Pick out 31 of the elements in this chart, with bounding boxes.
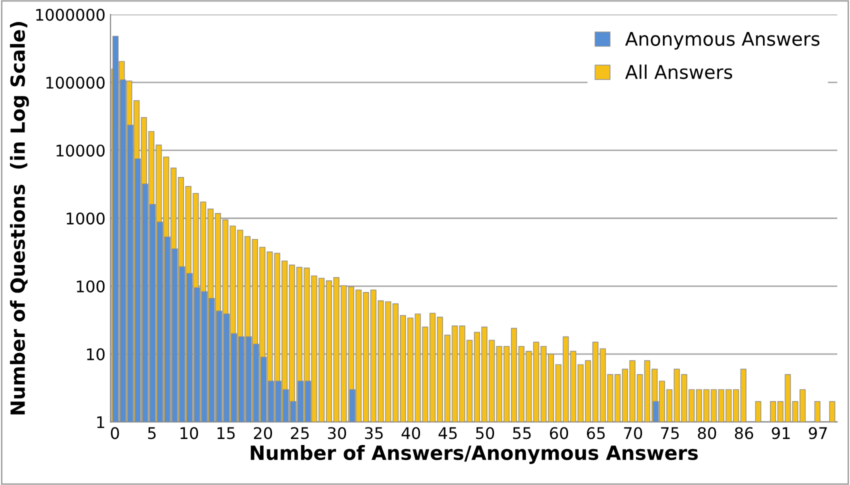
y-tick-label: 1 <box>97 416 104 428</box>
x-tick-label: 30 <box>328 427 346 440</box>
y-tick-label: 100000 <box>46 76 105 89</box>
x-tick-label: 60 <box>550 427 568 440</box>
x-tick-label: 65 <box>586 427 605 440</box>
x-tick-label: 40 <box>402 427 420 440</box>
y-tick-label: 1000000 <box>36 8 105 21</box>
y-axis-title: Number of Questions (in Log Scale) <box>10 22 29 414</box>
x-tick-label: 86 <box>734 427 754 440</box>
x-tick-label: 20 <box>254 427 272 440</box>
x-tick-label: 45 <box>438 427 457 440</box>
x-tick-label: 15 <box>218 427 235 440</box>
x-axis-title: Number of Answers/Anonymous Answers <box>250 445 698 464</box>
y-tick-label: 10000 <box>56 144 105 157</box>
legend-label: Anonymous Answers <box>625 32 820 50</box>
y-tick-label: 10 <box>87 348 105 360</box>
legend-label: All Answers <box>625 64 732 80</box>
x-tick-label: 10 <box>180 427 198 440</box>
x-tick-label: 70 <box>624 427 642 440</box>
x-tick-label: 97 <box>808 427 827 440</box>
x-tick-label: 50 <box>476 427 494 440</box>
x-tick-label: 91 <box>772 427 790 440</box>
x-tick-label: 5 <box>148 427 156 440</box>
y-tick-label: 1000 <box>66 212 105 225</box>
y-tick-label: 100 <box>76 280 105 292</box>
x-tick-label: 55 <box>513 427 531 440</box>
x-tick-label: 35 <box>365 427 383 440</box>
x-tick-label: 75 <box>661 427 679 440</box>
x-tick-label: 80 <box>698 427 716 440</box>
x-tick-label: 0 <box>110 427 119 440</box>
x-tick-label: 25 <box>290 427 309 440</box>
